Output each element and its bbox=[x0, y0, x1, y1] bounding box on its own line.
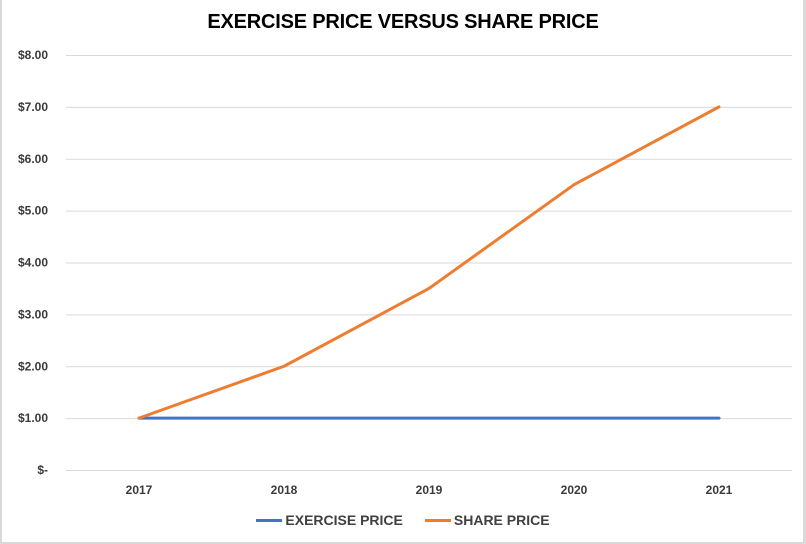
y-tick-label: $7.00 bbox=[18, 100, 48, 114]
x-tick-label: 2019 bbox=[416, 483, 443, 497]
y-axis-tick-labels: $- $1.00 $2.00 $3.00 $4.00 $5.00 $6.00 $7.00 $8.… bbox=[18, 48, 48, 477]
legend-label-share-price: SHARE PRICE bbox=[453, 512, 550, 528]
series-line-share-price bbox=[137, 105, 721, 420]
y-tick-label: $2.00 bbox=[18, 359, 48, 373]
legend-label-exercise-price: EXERCISE PRICE bbox=[285, 512, 403, 528]
frame-left-border bbox=[0, 0, 2, 544]
y-tick-label: $4.00 bbox=[18, 256, 48, 270]
x-tick-label: 2021 bbox=[706, 483, 733, 497]
frame-bottom-border bbox=[0, 542, 806, 544]
y-tick-label: $- bbox=[37, 463, 48, 477]
frame-right-border bbox=[803, 0, 806, 544]
legend-item-share-price: SHARE PRICE bbox=[424, 512, 550, 528]
y-tick-label: $6.00 bbox=[18, 152, 48, 166]
y-tick-label: $5.00 bbox=[18, 204, 48, 218]
legend-swatch-share-price bbox=[424, 518, 451, 522]
x-tick-label: 2017 bbox=[126, 483, 153, 497]
x-tick-label: 2018 bbox=[271, 483, 298, 497]
y-tick-label: $1.00 bbox=[18, 411, 48, 425]
y-tick-label: $8.00 bbox=[18, 48, 48, 62]
gridlines bbox=[66, 55, 792, 471]
legend: EXERCISE PRICE SHARE PRICE bbox=[0, 512, 806, 528]
x-axis-tick-labels: 2017 2018 2019 2020 2021 bbox=[126, 483, 733, 497]
legend-swatch-exercise-price bbox=[256, 518, 283, 522]
legend-item-exercise-price: EXERCISE PRICE bbox=[256, 512, 403, 528]
series-lines bbox=[137, 105, 721, 420]
chart-title: EXERCISE PRICE VERSUS SHARE PRICE bbox=[207, 11, 599, 33]
x-tick-label: 2020 bbox=[561, 483, 588, 497]
y-tick-label: $3.00 bbox=[18, 307, 48, 321]
